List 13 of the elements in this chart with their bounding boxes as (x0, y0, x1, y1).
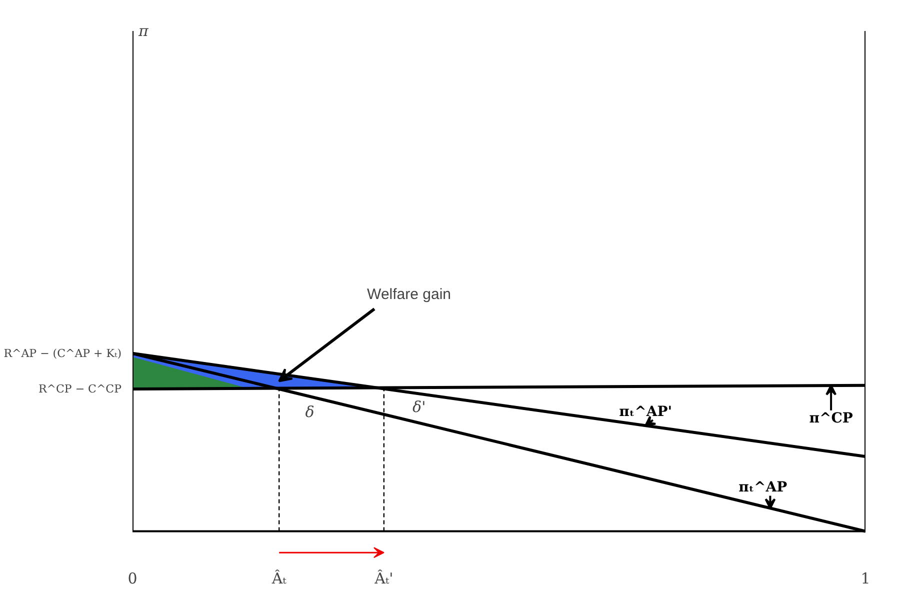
x-tick-label: Âₜ (270, 570, 287, 588)
annotation: R^CP − C^CP (38, 382, 122, 396)
annotation: δ (305, 403, 314, 422)
x-tick-label: Âₜ' (374, 570, 394, 588)
series-label: πₜ^AP' (619, 404, 672, 420)
annotation: R^AP − (C^AP + Kₜ) (4, 346, 122, 360)
legend-label: π^CP (809, 410, 854, 426)
annotation: δ' (412, 398, 426, 416)
series-label: πₜ^AP (738, 480, 788, 496)
text: Welfare gain (367, 286, 451, 304)
text: π (138, 22, 150, 40)
x-tick-label: 0 (128, 570, 138, 588)
x-tick-label: 1 (860, 570, 870, 588)
